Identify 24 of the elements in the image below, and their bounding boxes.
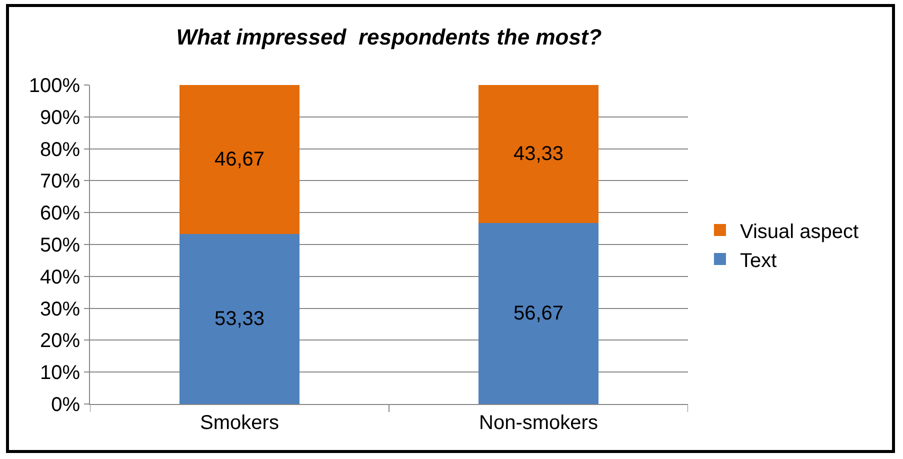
y-tick-label: 90% xyxy=(40,106,80,129)
data-label: 46,67 xyxy=(214,148,265,170)
y-tick-label: 80% xyxy=(40,138,80,161)
y-tick-label: 70% xyxy=(40,170,80,193)
data-label: 56,67 xyxy=(513,302,564,325)
data-label: 53,33 xyxy=(214,308,265,330)
legend-label: Visual aspect xyxy=(740,220,859,243)
y-tick-label: 20% xyxy=(40,330,80,352)
y-tick-label: 50% xyxy=(40,234,80,256)
legend-label: Text xyxy=(740,250,778,272)
data-label: 43,33 xyxy=(513,143,564,166)
bar xyxy=(180,234,300,404)
bar xyxy=(478,223,598,404)
bar xyxy=(478,85,598,224)
x-tick-label: Non-smokers xyxy=(479,412,598,434)
y-tick-label: 10% xyxy=(40,362,80,384)
y-tick-label: 100% xyxy=(28,75,80,97)
bar xyxy=(180,85,300,234)
x-tick-label: Smokers xyxy=(200,412,279,434)
y-tick-label: 60% xyxy=(40,202,80,225)
y-tick-label: 30% xyxy=(40,298,80,320)
y-tick-label: 0% xyxy=(51,394,80,416)
chart-title: What impressed respondents the most? xyxy=(176,24,602,50)
y-tick-label: 40% xyxy=(40,266,80,288)
